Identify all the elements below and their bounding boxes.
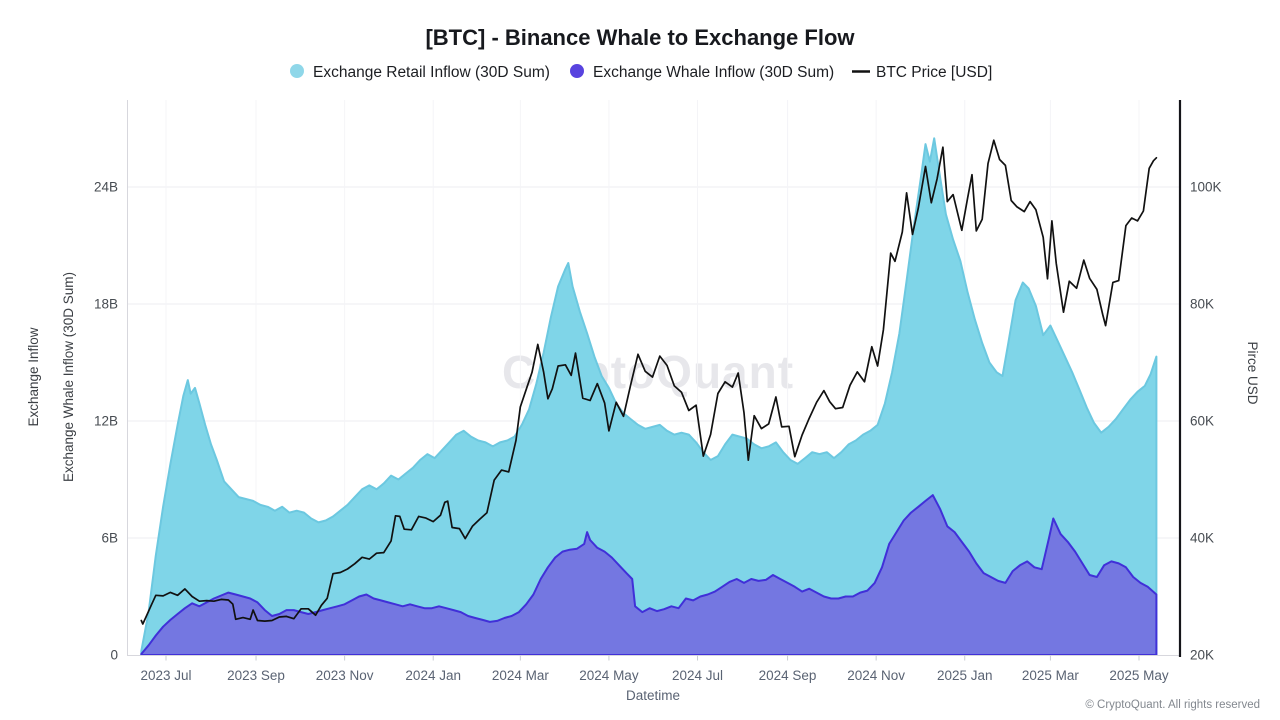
x-tick-label: 2024 Sep [759,668,817,683]
y-axis-left-title-2: Exchange Whale Inflow (30D Sum) [61,272,76,482]
legend-item-price[interactable]: BTC Price [USD] [852,64,992,81]
y-left-tick-label: 24B [94,180,118,195]
x-axis-ticks: 2023 Jul 2023 Sep 2023 Nov 2024 Jan 2024 Mar… [140,655,1169,683]
y-left-tick-label: 6B [101,531,118,546]
btc-price-line [140,139,1158,625]
x-tick-label: 2025 Mar [1022,668,1080,683]
x-tick-label: 2023 Sep [227,668,285,683]
legend-price-label: BTC Price [USD] [876,64,992,81]
area-whale-inflow [140,494,1158,656]
x-axis-title: Datetime [626,688,680,703]
legend-retail-marker-icon [290,64,304,78]
y-right-tick-label: 60K [1190,414,1214,429]
legend-whale-label: Exchange Whale Inflow (30D Sum) [593,64,834,81]
legend-item-retail[interactable]: Exchange Retail Inflow (30D Sum) [290,64,550,81]
y-left-tick-label: 18B [94,297,118,312]
x-tick-label: 2025 Jan [937,668,993,683]
copyright-notice: © CryptoQuant. All rights reserved [1085,699,1260,711]
y-right-tick-label: 40K [1190,531,1214,546]
legend-whale-marker-icon [570,64,584,78]
legend-retail-label: Exchange Retail Inflow (30D Sum) [313,64,550,81]
chart-title: [BTC] - Binance Whale to Exchange Flow [425,25,855,50]
x-tick-label: 2024 Jan [405,668,461,683]
y-right-tick-label: 80K [1190,297,1214,312]
x-tick-label: 2023 Nov [316,668,374,683]
x-tick-label: 2024 Jul [672,668,723,683]
legend: Exchange Retail Inflow (30D Sum) Exchang… [290,64,992,81]
series-areas [140,137,1158,656]
plot-area[interactable] [127,100,1180,655]
y-axis-right-title: Pirce USD [1245,341,1260,404]
y-right-tick-label: 20K [1190,648,1214,663]
y-axis-right-ticks: 20K 40K 60K 80K 100K [1190,180,1222,663]
legend-item-whale[interactable]: Exchange Whale Inflow (30D Sum) [570,64,834,81]
x-tick-label: 2023 Jul [140,668,191,683]
y-left-tick-label: 0 [110,648,118,663]
series-lines [140,139,1158,625]
x-tick-label: 2024 Mar [492,668,550,683]
x-tick-label: 2025 May [1109,668,1169,683]
y-axis-left-title-1: Exchange Inflow [26,327,41,426]
x-tick-label: 2024 May [579,668,639,683]
x-tick-label: 2024 Nov [847,668,905,683]
y-right-tick-label: 100K [1190,180,1222,195]
y-left-tick-label: 12B [94,414,118,429]
y-axis-left-ticks: 0 6B 12B 18B 24B [94,180,118,663]
